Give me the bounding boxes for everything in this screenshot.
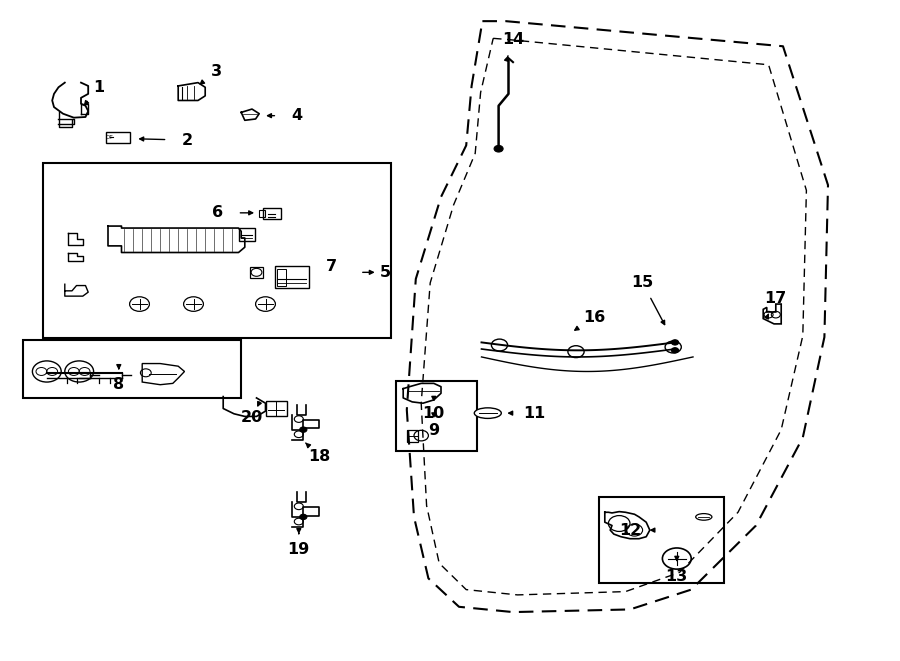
Text: 5: 5 [380,265,391,280]
Bar [277,269,286,286]
Bar [106,132,130,143]
Text: 14: 14 [502,32,524,47]
Circle shape [494,145,503,152]
Bar [266,401,287,416]
Bar [238,228,255,241]
Text: 15: 15 [632,276,653,290]
Text: 2: 2 [182,133,193,147]
Text: 13: 13 [666,569,688,584]
Bar [23,340,241,398]
Bar [407,430,418,442]
Text: 9: 9 [428,424,439,438]
Text: 16: 16 [583,310,605,325]
Text: 1: 1 [94,80,104,95]
Circle shape [671,340,679,345]
Text: OT: OT [106,135,113,140]
Ellipse shape [696,514,712,520]
Circle shape [568,346,584,358]
Bar [250,267,263,278]
Text: 18: 18 [309,449,330,463]
Bar [259,210,265,217]
Text: 6: 6 [212,206,223,220]
Circle shape [300,514,307,520]
Text: 10: 10 [423,406,445,420]
Circle shape [491,339,508,351]
Circle shape [671,348,679,353]
Bar [263,208,281,219]
Text: 12: 12 [619,523,641,537]
Bar [599,497,724,583]
Bar [396,381,477,451]
Bar [43,163,391,338]
Text: 7: 7 [326,259,337,274]
Text: 20: 20 [241,410,263,425]
Text: 19: 19 [288,543,310,557]
Circle shape [300,427,307,432]
Text: 4: 4 [292,108,302,123]
Ellipse shape [474,408,501,418]
Text: 8: 8 [113,377,124,392]
Text: 17: 17 [765,292,787,306]
Bar [274,266,309,288]
Text: 11: 11 [524,406,545,420]
Circle shape [665,341,681,353]
Text: 3: 3 [211,64,221,79]
